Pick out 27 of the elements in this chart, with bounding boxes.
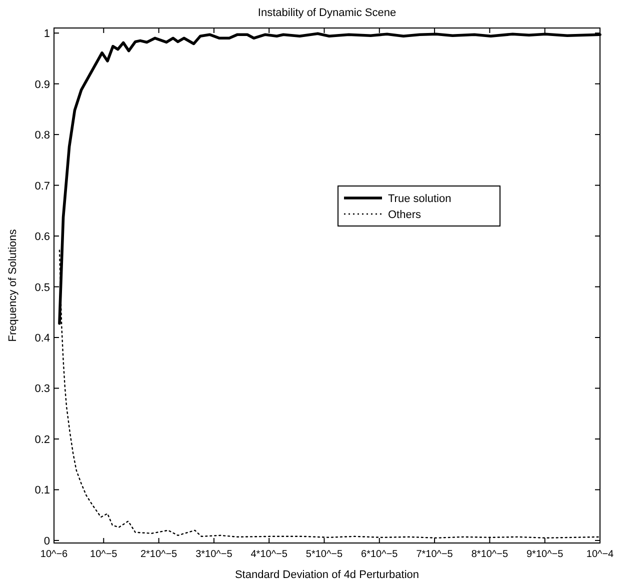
y-tick-label: 0.3 (34, 383, 50, 396)
x-tick-label: 8*10^−5 (471, 549, 508, 560)
x-tick-label: 5*10^−5 (306, 549, 344, 560)
y-axis-title: Frequency of Solutions (7, 228, 19, 342)
y-tick-label: 0.4 (34, 332, 50, 345)
y-tick-label: 0.7 (34, 180, 50, 192)
x-tick-label: 3*10^−5 (196, 549, 233, 560)
x-tick-label: 4*10^−5 (250, 549, 288, 560)
y-tick-label: 1 (44, 28, 50, 40)
x-tick-label: 6*10^−5 (361, 549, 398, 560)
y-tick-label: 0.8 (34, 130, 50, 142)
chart-title: Instability of Dynamic Scene (258, 7, 396, 19)
legend-label: Others (388, 209, 422, 221)
y-tick-label: 0.5 (34, 282, 50, 294)
y-tick-label: 0.9 (34, 78, 50, 91)
x-axis-title: Standard Deviation of 4d Perturbation (234, 569, 420, 581)
y-tick-label: 0.6 (34, 231, 50, 244)
y-tick-label: 0.2 (34, 434, 50, 446)
y-tick-label: 0.1 (34, 484, 50, 497)
x-tick-label: 9*10^−5 (526, 549, 564, 560)
legend-label: True solution (388, 193, 452, 205)
y-tick-label: 0 (44, 535, 50, 548)
x-tick-label: 7*10^−5 (416, 549, 454, 560)
x-tick-label: 2*10^−5 (140, 549, 178, 560)
x-tick-label: 10^−5 (90, 549, 118, 560)
x-tick-label: 10^−4 (586, 549, 614, 560)
x-tick-label: 10^−6 (40, 549, 68, 560)
